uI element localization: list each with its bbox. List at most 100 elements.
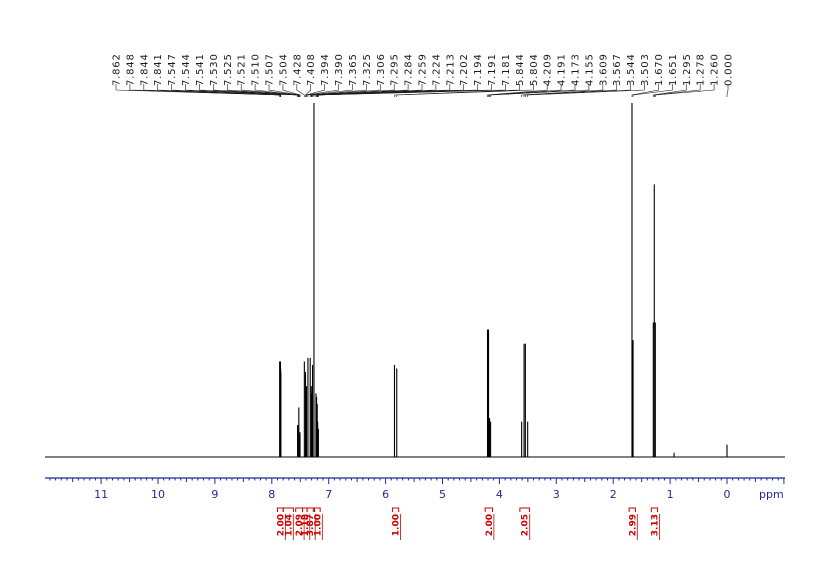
x-tick-label: 10 (151, 488, 165, 501)
integral-bracket (276, 507, 284, 512)
peak-label: 1.278 (696, 53, 707, 86)
integral-bracket (484, 507, 494, 512)
peak-label-leaders (115, 84, 729, 97)
integral-bracket (295, 507, 304, 512)
peak-label-leader (653, 84, 701, 97)
peak-label-leader (726, 84, 729, 97)
peak-label: 7.408 (306, 53, 317, 86)
peak-label: 0.000 (724, 53, 735, 86)
peak-label: 7.259 (418, 53, 429, 86)
peak-label: 7.202 (459, 53, 470, 86)
peak-label-leader (318, 84, 506, 97)
peak-label: 7.510 (251, 53, 262, 86)
peak-label-leader (307, 84, 353, 97)
integral-region: 2.99 (628, 507, 638, 540)
x-tick-label: 11 (94, 488, 108, 501)
x-tick-label: 2 (610, 488, 617, 501)
integral-bracket (391, 507, 400, 512)
peak-label-leader (655, 84, 715, 97)
peak-label: 7.213 (445, 53, 456, 86)
peak-label-leader (487, 84, 548, 97)
integral-value: 2.00 (485, 514, 495, 536)
integral-value: 1.00 (392, 514, 402, 536)
integral-value: 3.87 (306, 514, 316, 536)
spectrum-trace (45, 103, 785, 458)
peak-label: 7.547 (167, 53, 178, 86)
integral-value: 2.00 (276, 514, 286, 536)
peak-label: 7.295 (390, 53, 401, 86)
peak-label: 4.191 (557, 53, 568, 86)
peak-label: 3.609 (598, 53, 609, 86)
integral-region: 3.13 (650, 507, 660, 540)
integral-region: 1.00 (391, 507, 402, 540)
x-tick-label: 8 (268, 488, 275, 501)
ppm-axis: 11 10 9 8 7 6 5 4 3 2 1 0 (45, 477, 785, 501)
peak-label-leader (157, 84, 282, 97)
x-tick-label: 7 (325, 488, 332, 501)
peak-label-leader (631, 84, 659, 97)
peak-label: 1.670 (654, 53, 665, 86)
peak-label: 7.306 (376, 53, 387, 86)
peak-label: 7.530 (209, 53, 220, 86)
peak-label: 4.173 (571, 53, 582, 86)
integral-bracket (313, 507, 321, 512)
peak-label-leader (527, 84, 645, 97)
x-tick-label: 3 (553, 488, 560, 501)
x-tick-label: 1 (667, 488, 674, 501)
peak-label: 7.181 (501, 53, 512, 86)
peak-label-leader (396, 84, 534, 97)
x-tick-label: 9 (211, 488, 218, 501)
x-tick-label: 5 (439, 488, 446, 501)
peak-label: 7.862 (112, 53, 123, 86)
peak-label-leader (282, 84, 301, 97)
integral-value: 2.09 (295, 514, 305, 536)
peak-label: 5.844 (515, 53, 526, 86)
peak-label: 7.365 (348, 53, 359, 86)
peak-label: 7.504 (278, 53, 289, 86)
peak-label: 7.544 (181, 53, 192, 86)
peak-label: 7.224 (431, 53, 442, 86)
integral-value: 1.00 (313, 514, 323, 536)
peak-label-leader (313, 84, 423, 97)
peak-label-leader (310, 84, 381, 97)
x-tick-label: 4 (496, 488, 503, 501)
peak-label: 7.325 (362, 53, 373, 86)
peak-label-leader (490, 84, 590, 97)
peak-label-leader (240, 84, 300, 97)
peak-label-leader (632, 84, 673, 97)
peak-label-leader (199, 84, 299, 97)
x-axis-unit-label: ppm (759, 488, 784, 501)
peak-label: 7.525 (223, 53, 234, 86)
peak-label: 7.284 (404, 53, 415, 86)
integral-bracket (650, 507, 659, 512)
peak-label: 1.295 (682, 53, 693, 86)
peak-label-leader (488, 84, 562, 97)
integral-bracket (282, 507, 294, 512)
x-tick-label: 6 (382, 488, 389, 501)
integral-value: 3.13 (650, 514, 660, 536)
integral-value: 1.18 (301, 514, 311, 536)
integral-region: 1.00 (313, 507, 323, 540)
peak-label: 7.394 (320, 53, 331, 86)
peak-label-leader (523, 84, 618, 97)
peak-label: 7.848 (125, 53, 136, 86)
peak-label: 7.194 (473, 53, 484, 86)
integral-value: 2.99 (628, 514, 638, 536)
peak-label: 7.841 (153, 53, 164, 86)
peak-label: 7.428 (292, 53, 303, 86)
peak-label-leader (306, 84, 339, 97)
integral-bracket (519, 507, 531, 512)
x-tick-label: 0 (724, 488, 731, 501)
peak-label: 3.567 (612, 53, 623, 86)
peak-label: 7.507 (265, 53, 276, 86)
peak-label: 7.844 (139, 53, 150, 86)
peak-labels: 7.862 7.848 7.844 7.841 7.547 7.544 7.541 7.530… (112, 53, 735, 86)
peak-label-leader (653, 84, 687, 97)
integral-value: 2.05 (521, 514, 531, 536)
peak-label: 7.541 (195, 53, 206, 86)
peak-label-leader (312, 84, 409, 97)
peak-label-leader (521, 84, 604, 97)
peak-label: 7.191 (487, 53, 498, 86)
peak-label-leader (489, 84, 576, 97)
